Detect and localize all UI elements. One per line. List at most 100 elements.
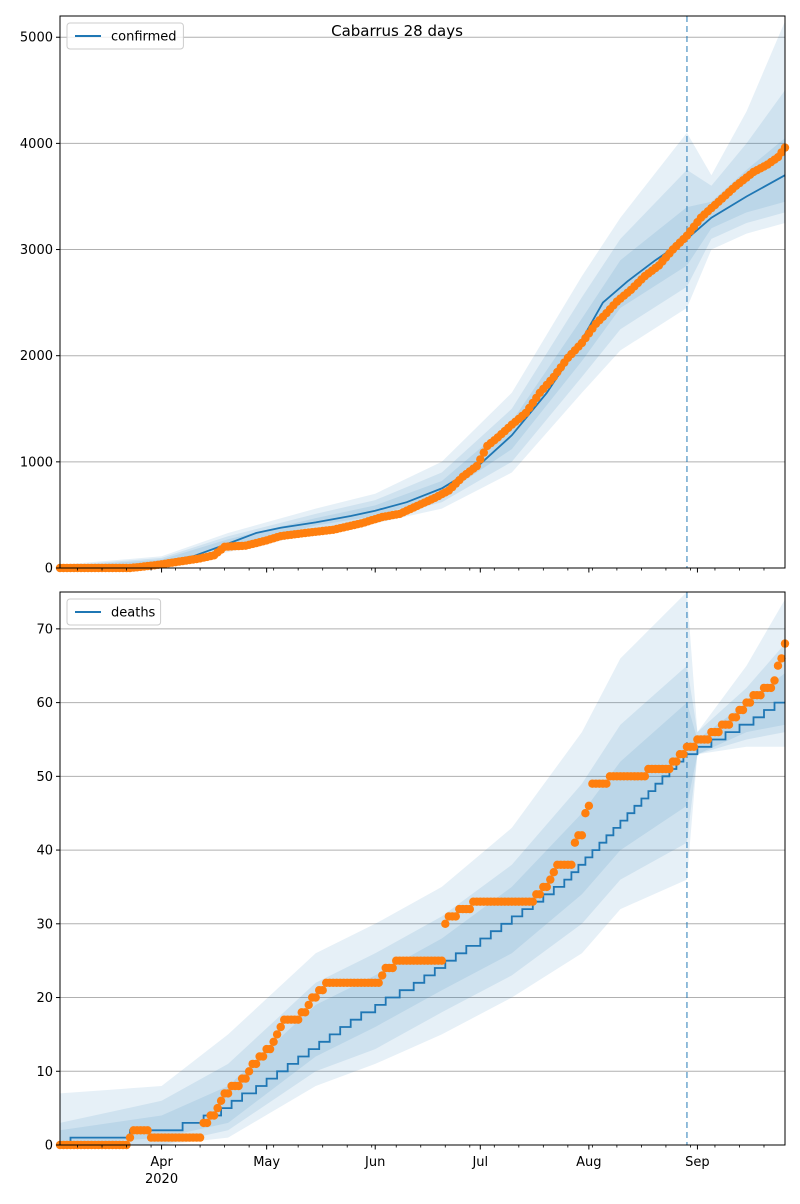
uncertainty-band: [60, 673, 785, 1145]
confirmed-panel: 0 1000 2000 3000 4000 5000 confirmed Cabarrus…: [20, 15, 790, 577]
x-tick-sublabel: 2020: [145, 1172, 178, 1187]
observed-point: [472, 461, 481, 471]
legend-label: deaths: [111, 606, 156, 621]
observed-point: [756, 691, 765, 700]
legend-label: confirmed: [111, 30, 177, 45]
observed-point: [766, 683, 776, 693]
y-tick-label: 10: [36, 1065, 53, 1080]
observed-point: [465, 904, 474, 914]
observed-point: [216, 1096, 226, 1106]
observed-point: [223, 1089, 233, 1098]
deaths-uncertainty-bands: [60, 592, 785, 1145]
observed-point: [703, 735, 713, 744]
y-tick-label: 40: [36, 844, 53, 859]
y-tick-label: 60: [36, 696, 53, 711]
observed-point: [125, 1133, 135, 1142]
deaths-y-axis: 0 10 20 30 40 50 60 70: [36, 622, 60, 1154]
confirmed-observed-points: [55, 143, 790, 573]
observed-point: [738, 705, 748, 715]
y-tick-label: 0: [45, 562, 53, 577]
confirmed-uncertainty-bands: [60, 21, 785, 569]
observed-point: [209, 1111, 219, 1120]
observed-point: [549, 868, 558, 877]
model-line: [60, 701, 785, 1146]
observed-point: [570, 838, 580, 847]
y-tick-label: 3000: [20, 243, 53, 258]
legend-box: [66, 598, 162, 626]
confirmed-legend: confirmed: [66, 22, 184, 50]
uncertainty-band: [60, 21, 785, 569]
observed-point: [258, 1052, 268, 1061]
observed-point: [195, 1133, 205, 1142]
observed-point: [724, 720, 734, 729]
observed-point: [202, 1118, 212, 1128]
observed-point: [451, 912, 460, 921]
y-tick-label: 1000: [20, 455, 53, 470]
observed-point: [584, 801, 594, 810]
observed-point: [581, 809, 590, 818]
observed-point: [770, 676, 779, 685]
x-tick-label: Apr: [150, 1155, 173, 1170]
observed-point: [374, 978, 383, 987]
legend-box: [66, 22, 184, 50]
observed-point: [640, 772, 650, 781]
observed-point: [251, 1059, 261, 1069]
observed-point: [602, 779, 611, 788]
axes-frame: [59, 591, 786, 1146]
observed-point: [665, 764, 674, 774]
observed-point: [213, 1103, 222, 1113]
deaths-axes-frame: [59, 591, 786, 1146]
y-tick-label: 2000: [20, 349, 53, 364]
observed-point: [301, 1008, 310, 1017]
y-tick-label: 5000: [20, 31, 53, 46]
observed-point: [304, 1000, 313, 1010]
observed-point: [577, 831, 587, 840]
observed-point: [745, 698, 755, 707]
observed-point: [388, 963, 397, 973]
observed-point: [272, 1030, 282, 1039]
observed-point: [567, 860, 576, 869]
observed-point: [535, 890, 544, 899]
y-tick-label: 0: [45, 1139, 53, 1154]
uncertainty-band: [60, 592, 785, 1145]
chart-title: Cabarrus 28 days: [331, 22, 463, 40]
confirmed-axes-frame: [59, 15, 786, 569]
x-tick-label: Sep: [685, 1155, 710, 1170]
deaths-panel: 0 10 20 30 40 50 60 70 Apr 2020 May Jun Jul Aug Sep d…: [36, 591, 790, 1187]
observed-point: [689, 742, 699, 751]
observed-point: [528, 897, 537, 906]
observed-point: [378, 971, 387, 980]
y-tick-label: 30: [36, 917, 53, 932]
observed-point: [311, 993, 320, 1002]
observed-point: [777, 654, 786, 663]
y-tick-label: 50: [36, 770, 53, 785]
observed-point: [276, 1022, 285, 1032]
observed-point: [437, 956, 446, 965]
observed-point: [265, 1044, 275, 1054]
uncertainty-band: [60, 643, 785, 1145]
observed-point: [731, 713, 741, 722]
observed-point: [476, 455, 485, 464]
axes-frame: [59, 15, 786, 569]
x-tick-label: May: [253, 1155, 280, 1170]
x-tick-label: Jul: [471, 1155, 488, 1170]
deaths-observed-points: [55, 639, 790, 1150]
observed-point: [241, 1074, 250, 1083]
y-tick-label: 4000: [20, 137, 53, 152]
deaths-model-line: [60, 701, 785, 1146]
deaths-legend: deaths: [66, 598, 162, 626]
observed-point: [143, 1126, 152, 1135]
confirmed-x-axis: [77, 568, 765, 573]
y-tick-label: 70: [36, 622, 53, 637]
x-tick-label: Aug: [576, 1155, 601, 1170]
observed-point: [773, 661, 783, 670]
x-tick-label: Jun: [364, 1155, 385, 1170]
observed-point: [234, 1081, 243, 1091]
observed-point: [542, 882, 551, 892]
observed-point: [546, 875, 555, 884]
deaths-x-axis: Apr 2020 May Jun Jul Aug Sep: [77, 1145, 765, 1187]
observed-point: [679, 750, 688, 759]
observed-point: [294, 1015, 303, 1024]
